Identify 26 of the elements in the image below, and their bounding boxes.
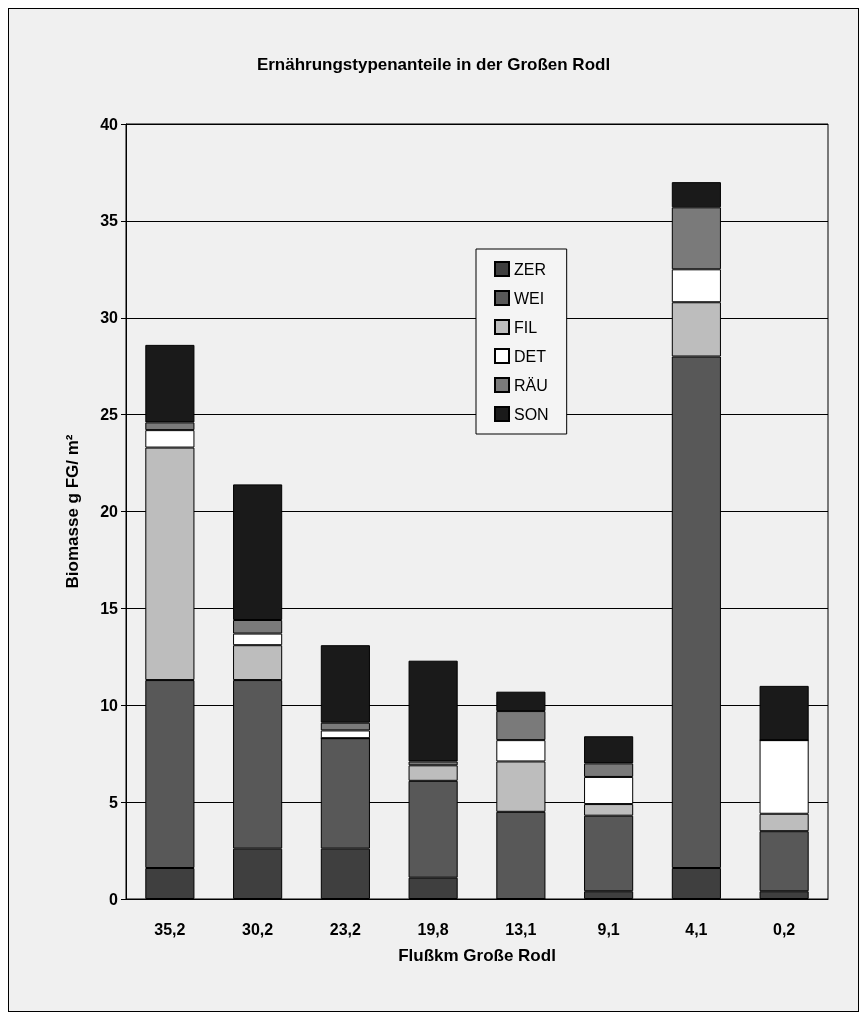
y-tick-label: 35 xyxy=(100,212,119,230)
x-axis-title: Flußkm Große Rodl xyxy=(398,946,556,965)
y-tick-label: 15 xyxy=(100,599,119,617)
legend-label: ZER xyxy=(514,260,546,278)
x-tick-label: 0,2 xyxy=(773,920,796,938)
x-tick-label: 19,8 xyxy=(417,920,449,938)
y-tick-label: 30 xyxy=(100,309,119,327)
legend-label: FIL xyxy=(514,318,538,336)
legend-label: DET xyxy=(514,347,547,365)
y-tick-label: 20 xyxy=(100,503,119,520)
x-tick-label: 13,1 xyxy=(505,920,537,938)
y-tick-label: 40 xyxy=(100,115,119,133)
legend-label: RÄU xyxy=(514,376,548,394)
y-tick-label: 0 xyxy=(109,890,119,908)
legend-label: WEI xyxy=(514,289,545,307)
y-axis-title: Biomasse g FG/ m² xyxy=(63,434,82,589)
y-tick-label: 10 xyxy=(100,696,119,714)
y-tick-label: 5 xyxy=(109,793,119,811)
chart-title: Ernährungstypenanteile in der Großen Rodl xyxy=(256,55,611,74)
x-tick-label: 9,1 xyxy=(597,920,620,938)
x-tick-label: 35,2 xyxy=(154,920,186,938)
legend-label: SON xyxy=(514,405,549,423)
y-tick-label: 25 xyxy=(100,406,119,424)
x-tick-label: 23,2 xyxy=(329,920,362,938)
x-tick-label: 4,1 xyxy=(685,920,708,938)
x-tick-label: 30,2 xyxy=(242,920,274,938)
